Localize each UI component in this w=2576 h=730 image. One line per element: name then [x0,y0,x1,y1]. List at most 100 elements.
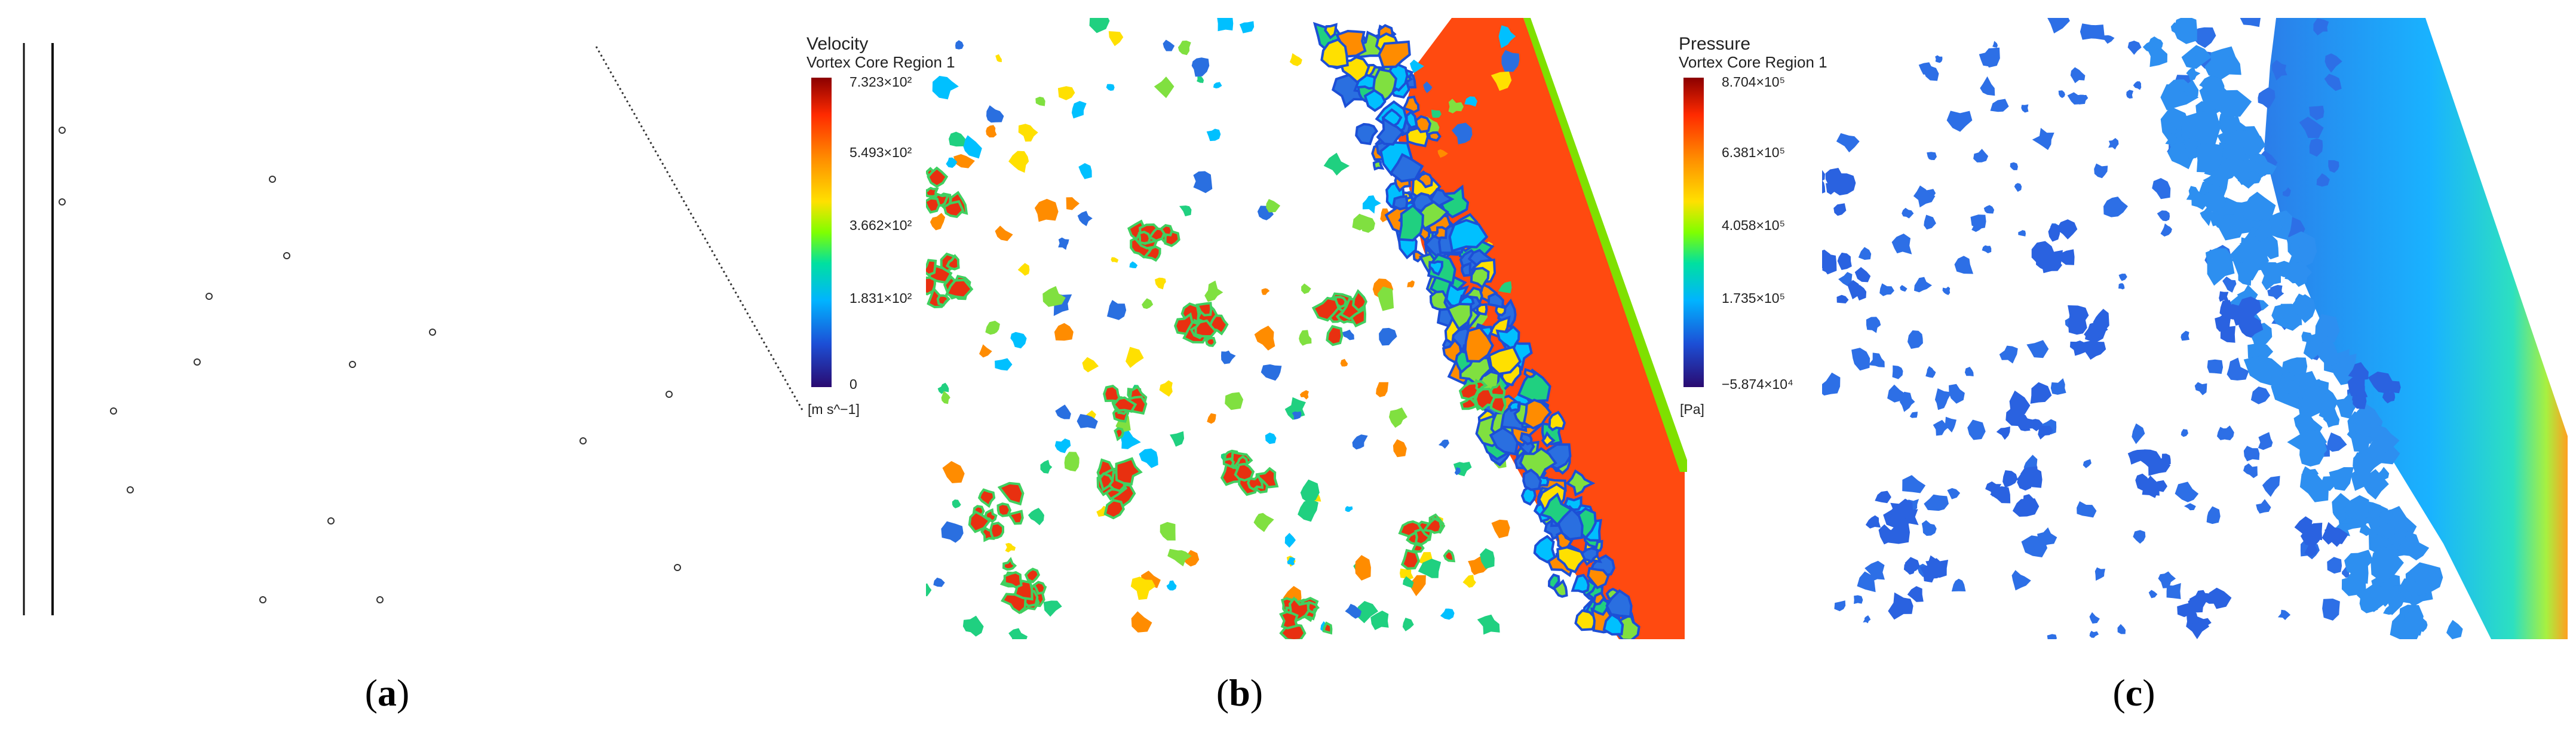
vortex-core-cluster [1822,170,1825,181]
vortex-core [1942,286,1951,295]
legend-unit: [Pa] [1680,401,1704,417]
vortex-core-cluster [2219,300,2237,319]
vortex-core [949,131,965,147]
vortex-core [1301,283,1311,295]
vortex-core [1261,288,1270,295]
vortex-core [1934,388,1952,410]
vortex-core [1139,448,1158,468]
edge-vortex-core [2148,45,2167,68]
vortex-core [1077,414,1098,429]
panel-a [0,0,818,645]
vortex-core-cluster [2142,478,2158,498]
vortex-core [2067,92,2080,105]
edge-vortex-core [2230,237,2265,272]
vortex-core [1407,280,1415,288]
edge-vortex-core [2297,409,2323,438]
edge-vortex-core [1416,172,1434,189]
vortex-core [2103,35,2115,44]
probe-point [349,361,356,368]
edge-vortex-core [2243,355,2284,388]
vortex-core [1042,286,1066,307]
vortex-core [2132,423,2145,444]
vortex-core [2316,173,2330,187]
vortex-core [1914,277,1932,293]
vortex-core [1345,506,1353,512]
vortex-core-cluster [943,200,965,219]
vortex-core [1902,207,1914,219]
edge-vortex-core [1565,469,1596,497]
vortex-core [1166,580,1177,591]
vortex-core-cluster [1889,509,1906,529]
vortex-core [1018,124,1038,142]
edge-vortex-core [1363,88,1387,112]
vortex-core [1160,522,1176,541]
vortex-core [1918,62,1933,75]
vortex-core-cluster [2083,341,2106,360]
vortex-core [1967,419,1986,440]
edge-vortex-core [2207,90,2252,117]
vortex-core [930,213,946,231]
vortex-core [1822,372,1841,396]
vortex-core [995,54,1002,62]
legend-title: Pressure [1679,34,1751,54]
vortex-core [1389,407,1407,428]
vortex-core-cluster [2138,449,2161,470]
vortex-core [953,154,975,168]
vortex-core [1005,542,1016,553]
vortex-core [1913,185,1936,208]
vortex-core [1239,21,1255,33]
vortex-core [1452,122,1473,145]
edge-vortex-core [2383,606,2397,615]
vortex-core [1908,330,1923,349]
probe-point [674,564,681,571]
edge-vortex-core [2204,53,2237,78]
vortex-core [1376,382,1389,397]
vortex-core [2181,429,2188,437]
vortex-core [1899,391,1915,412]
vortex-core [2243,463,2258,479]
edge-vortex-core [1538,492,1574,527]
legend-title: Velocity [806,34,869,54]
vortex-core [1983,47,2000,68]
vortex-core [1142,298,1154,309]
vortex-core [979,344,992,358]
vortex-core [1945,416,1956,433]
vortex-core [2047,18,2070,33]
vortex-core [1217,18,1234,32]
vortex-core-cluster [2160,453,2171,466]
vortex-core-cluster [2294,516,2313,537]
vortex-core-cluster [1351,289,1368,312]
vortex-core [1983,205,1995,214]
vortex-core [1043,600,1062,617]
vortex-core [1120,429,1141,449]
legend-tick-max: 8.704×10⁵ [1722,74,1786,90]
caption-c: (c) [2112,671,2155,714]
legend-tick-max: 7.323×10² [850,74,912,90]
vortex-core [1362,195,1381,214]
vortex-core [1892,365,1903,379]
edge-vortex-core [2169,79,2189,93]
edge-vortex-core [2344,550,2373,576]
vortex-core-cluster [936,294,951,307]
vortex-core [1342,329,1354,341]
edge-vortex-core [2148,36,2163,50]
vortex-core [941,391,950,404]
vortex-core-cluster [1322,621,1333,635]
vortex-core [2270,285,2283,296]
vortex-core [1057,86,1075,100]
edge-vortex-core [2409,562,2443,596]
edge-vortex-core [2248,171,2261,184]
vortex-cores [1822,18,2463,639]
edge-vortex-core [2315,336,2340,367]
vortex-core-cluster [926,259,937,277]
legend-tick-min: −5.874×10⁴ [1722,376,1793,392]
vortex-core [1066,197,1080,210]
edge-vortex-core [2243,131,2266,157]
vortex-core-cluster [1865,515,1881,529]
vortex-core-cluster [996,502,1012,517]
vortex-core [1197,75,1204,83]
vortex-core-cluster [926,189,930,193]
edge-vortex-core [2215,214,2247,241]
vortex-core [946,157,958,168]
vortex-core [2206,506,2221,525]
